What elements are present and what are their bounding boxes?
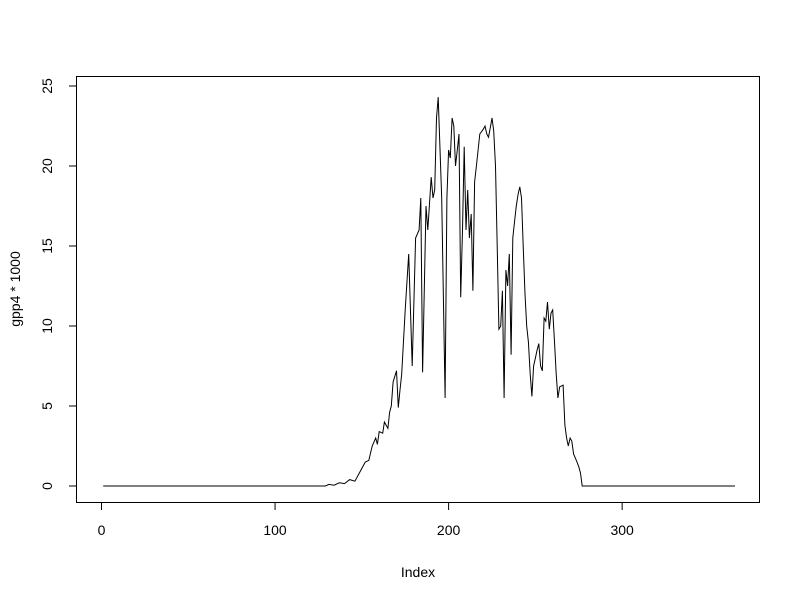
y-tick-label: 0 [39,482,55,490]
y-tick-label: 5 [39,402,55,410]
y-tick-label: 20 [39,158,55,174]
x-axis: 0 100 200 300 [98,502,634,538]
x-axis-label: Index [401,564,435,580]
x-tick-label: 200 [437,522,461,538]
x-tick-label: 0 [98,522,106,538]
series-line [103,97,735,487]
y-tick-label: 10 [39,318,55,334]
y-axis-label: gpp4 * 1000 [7,251,23,327]
x-tick-label: 100 [263,522,287,538]
y-tick-label: 25 [39,78,55,94]
y-axis: 0 5 10 15 20 25 [39,78,77,490]
y-tick-label: 15 [39,238,55,254]
x-tick-label: 300 [610,522,634,538]
plot-box [76,76,760,503]
